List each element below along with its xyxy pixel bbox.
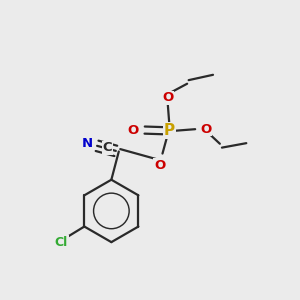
Text: Cl: Cl	[55, 236, 68, 249]
Text: O: O	[200, 123, 211, 136]
Text: C: C	[103, 141, 112, 154]
Text: O: O	[162, 92, 173, 104]
Text: N: N	[81, 137, 93, 150]
Text: O: O	[154, 159, 165, 172]
Text: O: O	[127, 124, 138, 136]
Text: P: P	[164, 123, 175, 138]
